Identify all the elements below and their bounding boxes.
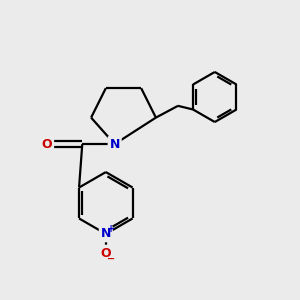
Text: N: N <box>110 138 120 151</box>
Text: −: − <box>107 254 115 263</box>
Text: N: N <box>100 227 111 240</box>
Text: O: O <box>42 138 52 151</box>
Text: +: + <box>107 224 115 234</box>
Text: O: O <box>100 247 111 260</box>
